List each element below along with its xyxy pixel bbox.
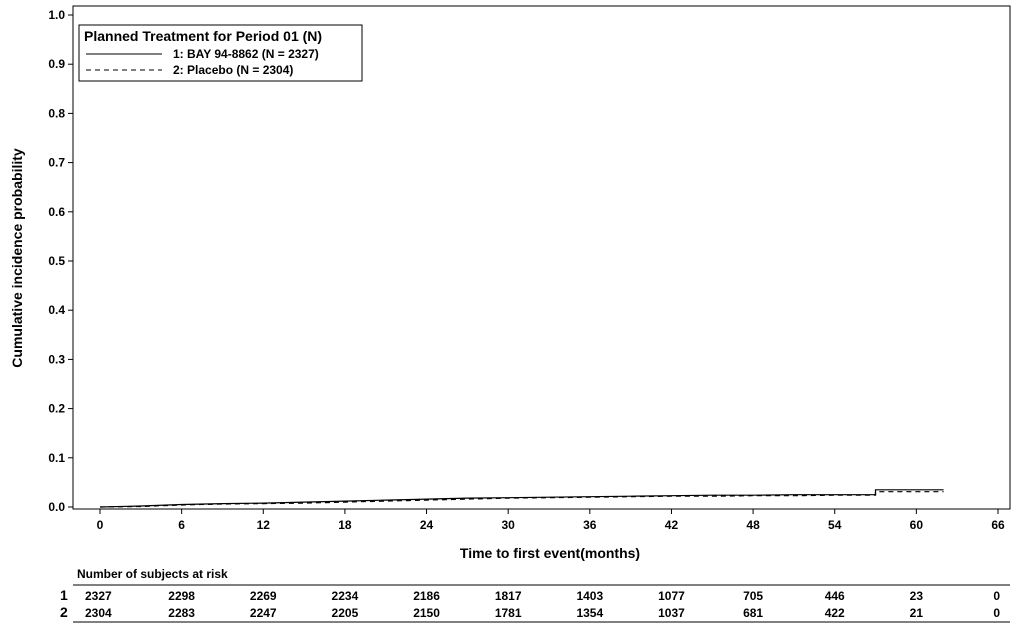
risk-cell: 21 <box>910 606 924 620</box>
y-tick-label: 1.0 <box>48 8 65 22</box>
risk-cell: 705 <box>743 589 763 603</box>
y-tick-label: 0.8 <box>48 106 65 120</box>
risk-cell: 2283 <box>168 606 195 620</box>
risk-cell: 1781 <box>495 606 522 620</box>
y-tick-label: 0.5 <box>48 254 65 268</box>
risk-cell: 681 <box>743 606 763 620</box>
risk-cell: 23 <box>910 589 924 603</box>
risk-row-label: 1 <box>60 587 68 603</box>
risk-cell: 1354 <box>576 606 603 620</box>
legend: Planned Treatment for Period 01 (N) 1: B… <box>78 24 363 82</box>
risk-cell: 2234 <box>332 589 359 603</box>
x-tick-label: 24 <box>420 518 434 532</box>
risk-cell: 1817 <box>495 589 522 603</box>
risk-cell: 2205 <box>332 606 359 620</box>
risk-cell: 446 <box>825 589 845 603</box>
y-tick-label: 0.2 <box>48 402 65 416</box>
risk-cell: 2247 <box>250 606 277 620</box>
plot-frame <box>72 5 1011 510</box>
x-tick-label: 0 <box>97 518 104 532</box>
risk-cell: 1403 <box>576 589 603 603</box>
x-axis-label: Time to first event(months) <box>460 545 640 561</box>
x-tick-label: 6 <box>178 518 185 532</box>
x-tick-label: 60 <box>910 518 924 532</box>
y-tick-label: 0.3 <box>48 352 65 366</box>
y-axis-label: Cumulative incidence probability <box>9 148 25 368</box>
y-tick-label: 0.4 <box>48 303 65 317</box>
x-tick-label: 48 <box>746 518 760 532</box>
risk-cell: 2304 <box>85 606 112 620</box>
x-tick-label: 66 <box>991 518 1005 532</box>
y-tick-label: 0.6 <box>48 205 65 219</box>
legend-entry-series-2: 2: Placebo (N = 2304) <box>173 63 293 77</box>
x-tick-label: 36 <box>583 518 597 532</box>
risk-cell: 2186 <box>413 589 440 603</box>
risk-cell: 2150 <box>413 606 440 620</box>
y-tick-label: 0.7 <box>48 156 65 170</box>
risk-table: Number of subjects at risk 1 2327 2298 2269… <box>60 567 1010 623</box>
x-tick-label: 18 <box>338 518 352 532</box>
y-tick-label: 0.9 <box>48 57 65 71</box>
risk-table-title: Number of subjects at risk <box>77 567 228 581</box>
risk-cell: 2327 <box>85 589 112 603</box>
risk-cell: 2298 <box>168 589 195 603</box>
risk-cell: 422 <box>825 606 845 620</box>
series-line-1 <box>99 489 944 508</box>
x-tick-label: 12 <box>257 518 271 532</box>
risk-cell: 0 <box>993 606 1000 620</box>
risk-cell: 0 <box>993 589 1000 603</box>
risk-cell: 1077 <box>658 589 685 603</box>
risk-cell: 2269 <box>250 589 277 603</box>
x-tick-label: 30 <box>502 518 516 532</box>
y-tick-label: 0.1 <box>48 451 65 465</box>
series-line-2 <box>99 491 944 508</box>
legend-entry-series-1: 1: BAY 94-8862 (N = 2327) <box>173 47 319 61</box>
risk-row-label: 2 <box>60 604 68 620</box>
y-tick-label: 0.0 <box>48 500 65 514</box>
x-tick-label: 54 <box>828 518 842 532</box>
legend-box <box>78 24 363 82</box>
legend-title: Planned Treatment for Period 01 (N) <box>84 28 322 44</box>
x-tick-label: 42 <box>665 518 679 532</box>
risk-cell: 1037 <box>658 606 685 620</box>
